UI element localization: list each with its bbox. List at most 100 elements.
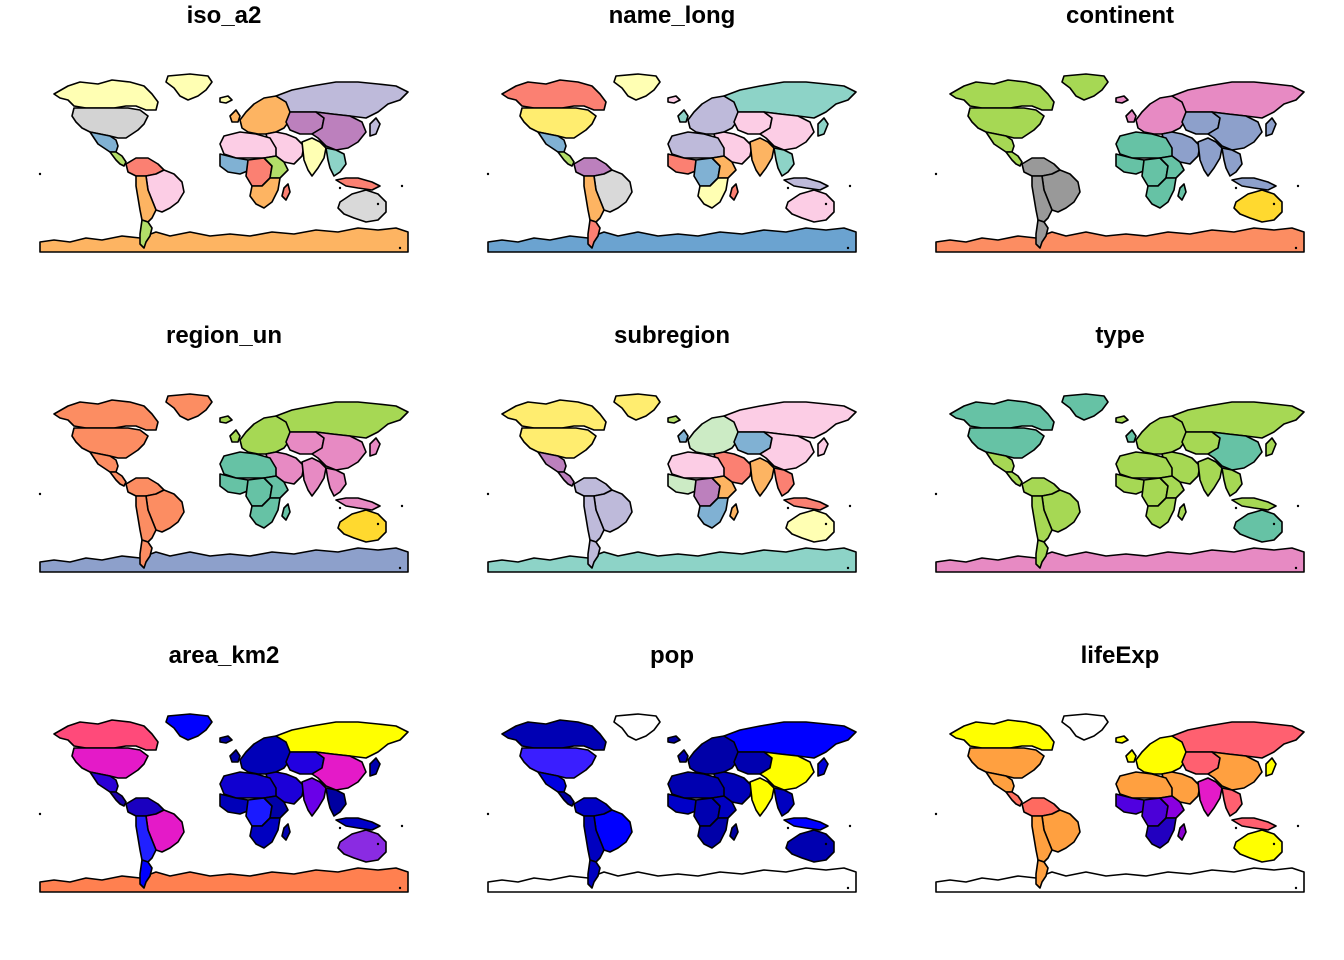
island-dot	[486, 172, 490, 176]
island-dot	[786, 186, 790, 190]
island-dot	[1234, 506, 1238, 510]
map-panel-continent: continent	[896, 0, 1344, 320]
region-west-africa	[667, 793, 699, 815]
region-china	[759, 431, 815, 471]
region-usa	[519, 427, 597, 459]
region-japan	[817, 437, 829, 457]
region-usa	[967, 427, 1045, 459]
island-dot	[1296, 184, 1300, 188]
region-usa	[71, 107, 149, 139]
region-west-africa	[1115, 153, 1147, 175]
map-panel-area-km2: area_km2	[0, 640, 448, 960]
panel-title: continent	[1066, 2, 1174, 29]
region-usa	[71, 427, 149, 459]
region-australia	[337, 509, 387, 543]
island-dot	[934, 812, 938, 816]
region-se-asia	[325, 787, 347, 817]
region-se-asia	[773, 787, 795, 817]
region-uk	[1125, 109, 1137, 123]
region-central-america	[557, 791, 575, 807]
region-china	[1207, 431, 1263, 471]
island-dot	[934, 172, 938, 176]
region-west-africa	[219, 793, 251, 815]
region-uk	[1125, 429, 1137, 443]
island-dot	[486, 812, 490, 816]
region-canada	[53, 399, 159, 431]
region-uk	[677, 109, 689, 123]
region-greenland	[165, 73, 213, 101]
region-central-america	[557, 151, 575, 167]
region-greenland	[613, 713, 661, 741]
region-madagascar	[1177, 823, 1187, 841]
region-usa	[967, 747, 1045, 779]
region-antarctica	[39, 227, 409, 253]
region-patagonia	[1035, 539, 1049, 569]
region-antarctica	[39, 547, 409, 573]
island-dot	[824, 522, 828, 526]
region-australia	[785, 829, 835, 863]
region-iceland	[667, 95, 681, 104]
region-australia	[337, 189, 387, 223]
map-regions	[38, 713, 409, 893]
region-india	[1197, 777, 1223, 817]
island-dot	[1272, 842, 1276, 846]
region-patagonia	[1035, 859, 1049, 889]
map-regions	[38, 393, 409, 573]
region-east-africa	[263, 795, 289, 819]
region-japan	[369, 757, 381, 777]
map-panel-lifeExp: lifeExp	[896, 640, 1344, 960]
region-greenland	[1061, 393, 1109, 421]
region-iceland	[667, 735, 681, 744]
island-dot	[1296, 504, 1300, 508]
region-south-america-south	[1031, 495, 1053, 543]
region-india	[301, 457, 327, 497]
panel-title: area_km2	[168, 642, 280, 669]
region-indonesia	[335, 817, 381, 831]
region-europe	[1135, 735, 1187, 775]
region-iceland	[667, 415, 681, 424]
island-dot	[398, 886, 402, 890]
region-china	[311, 111, 367, 151]
island-dot	[486, 492, 490, 496]
region-south-america-south	[583, 815, 605, 863]
island-dot	[376, 522, 380, 526]
region-india	[1197, 457, 1223, 497]
region-se-asia	[325, 147, 347, 177]
region-patagonia	[587, 859, 601, 889]
region-uk	[1125, 749, 1137, 763]
island-dot	[1272, 522, 1276, 526]
region-madagascar	[281, 823, 291, 841]
region-antarctica	[935, 227, 1305, 253]
panel-title: region_un	[165, 322, 282, 349]
island-dot	[1234, 826, 1238, 830]
region-usa	[71, 747, 149, 779]
region-central-america	[1005, 791, 1023, 807]
region-canada	[949, 399, 1055, 431]
region-usa	[519, 107, 597, 139]
region-indonesia	[1231, 817, 1277, 831]
region-east-africa	[711, 155, 737, 179]
world-map	[934, 713, 1305, 893]
world-map	[934, 393, 1305, 573]
region-iceland	[1115, 95, 1129, 104]
region-east-africa	[1159, 155, 1185, 179]
region-indonesia	[783, 817, 829, 831]
island-dot	[376, 842, 380, 846]
region-east-africa	[1159, 475, 1185, 499]
island-dot	[1294, 246, 1298, 250]
region-east-africa	[711, 475, 737, 499]
region-patagonia	[139, 859, 153, 889]
panel-title: name_long	[608, 2, 736, 29]
panel-title: lifeExp	[1080, 642, 1160, 669]
world-map	[486, 713, 857, 893]
region-europe	[1135, 415, 1187, 455]
world-map	[486, 73, 857, 253]
region-japan	[817, 757, 829, 777]
map-regions	[486, 393, 857, 573]
region-southern-africa	[1145, 817, 1177, 849]
world-map	[38, 713, 409, 893]
region-south-america-south	[583, 175, 605, 223]
region-australia	[1233, 829, 1283, 863]
world-map	[486, 393, 857, 573]
island-dot	[398, 566, 402, 570]
